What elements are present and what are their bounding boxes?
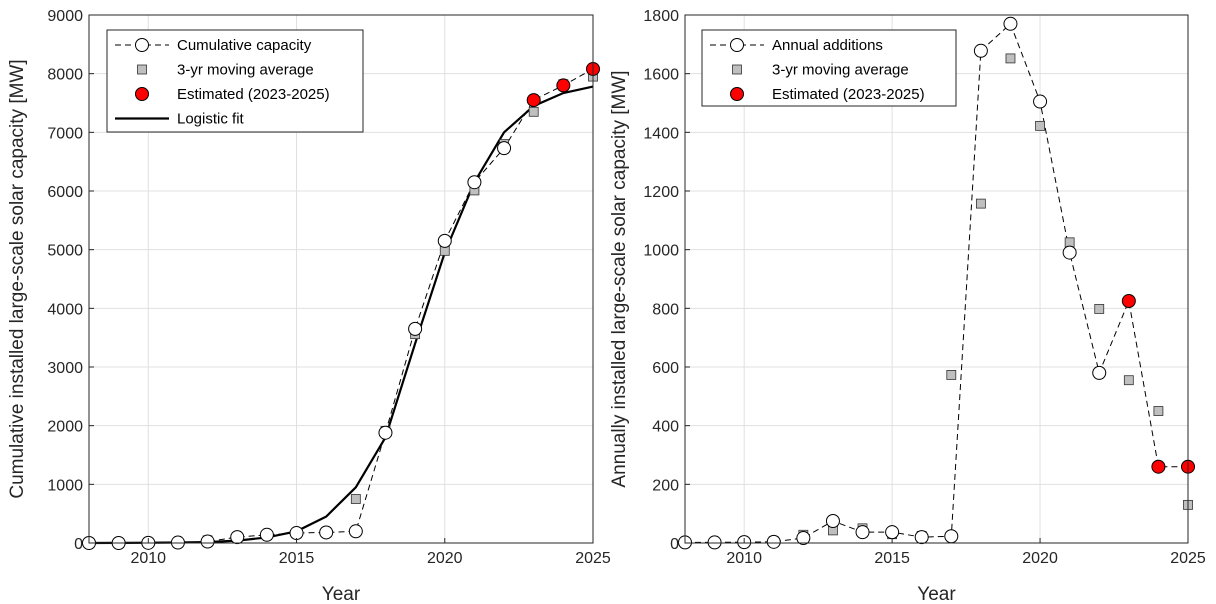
moving-average-point xyxy=(528,106,539,117)
data-point xyxy=(408,321,423,336)
y-tick-label: 800 xyxy=(652,301,679,318)
logistic-fit-line xyxy=(88,85,594,545)
y-tick-label: 5000 xyxy=(47,243,83,260)
legend-label: 3-yr moving average xyxy=(772,62,909,79)
y-tick-label: 0 xyxy=(670,536,679,553)
moving-average-point xyxy=(1094,304,1105,314)
data-point xyxy=(319,525,334,540)
x-tick-label: 2025 xyxy=(575,550,611,567)
legend-square-swatch xyxy=(137,64,147,75)
moving-average-point xyxy=(975,198,986,209)
data-point xyxy=(707,535,722,550)
data-point xyxy=(437,233,452,248)
legend-box xyxy=(701,29,957,107)
moving-average-point xyxy=(946,370,957,380)
plot-frame xyxy=(88,14,594,544)
y-tick-label: 1400 xyxy=(643,125,679,142)
x-tick-label: 2020 xyxy=(1022,550,1058,567)
y-tick-label: 8000 xyxy=(47,67,83,84)
data-point xyxy=(1062,245,1077,260)
y-tick-label: 1200 xyxy=(643,184,679,201)
moving-average-point xyxy=(1005,53,1016,64)
y-tick-label: 6000 xyxy=(47,184,83,201)
moving-average-point xyxy=(1153,406,1164,416)
cumulative-capacity-chart: 2010 2015 2020 2025 0 1000 2000 3000 4000 5000 600… xyxy=(7,8,611,604)
y-axis-title: Cumulative installed large-scale solar c… xyxy=(7,59,28,498)
y-tick-label: 4000 xyxy=(47,301,83,318)
x-tick-label: 2020 xyxy=(427,550,463,567)
y-tick-label: 1000 xyxy=(643,243,679,260)
legend-label: 3-yr moving average xyxy=(177,62,314,79)
x-tick-label: 2010 xyxy=(130,550,166,567)
legend-red-swatch xyxy=(135,87,149,101)
legend-red-swatch xyxy=(730,87,744,101)
data-point xyxy=(289,526,304,541)
y-tick-label: 9000 xyxy=(47,8,83,25)
data-point xyxy=(259,527,274,542)
legend-label: Logistic fit xyxy=(177,111,245,128)
data-point xyxy=(378,425,393,440)
data-point xyxy=(796,531,811,546)
data-point xyxy=(467,175,482,190)
y-tick-label: 1000 xyxy=(47,477,83,494)
data-point xyxy=(973,43,988,58)
data-point xyxy=(497,141,512,156)
data-point xyxy=(885,525,900,540)
moving-average-point xyxy=(1064,237,1075,248)
data-point xyxy=(348,524,363,539)
data-point xyxy=(944,529,959,544)
moving-average-point xyxy=(1123,375,1134,386)
y-tick-label: 0 xyxy=(74,536,83,553)
legend-box xyxy=(106,29,364,133)
annual-additions-chart: 2010 2015 2020 2025 0 200 400 600 800 1000 1200 140… xyxy=(609,8,1206,604)
moving-average-point xyxy=(1035,120,1045,131)
y-tick-label: 3000 xyxy=(47,360,83,377)
data-point xyxy=(914,530,929,545)
x-tick-label: 2025 xyxy=(1170,550,1206,567)
data-point xyxy=(1003,16,1018,31)
y-tick-label: 400 xyxy=(652,419,679,436)
dashed-series-line xyxy=(89,68,594,544)
data-point xyxy=(1092,365,1107,380)
legend-label: Annual additions xyxy=(772,37,883,54)
legend-label: Estimated (2023-2025) xyxy=(772,86,925,103)
data-point xyxy=(1033,94,1048,109)
y-tick-label: 600 xyxy=(652,360,679,377)
y-tick-label: 200 xyxy=(652,477,679,494)
data-point xyxy=(200,534,215,549)
estimated-point xyxy=(1121,294,1136,308)
x-tick-label: 2010 xyxy=(726,550,762,567)
y-axis-title: Annually installed large-scale solar cap… xyxy=(609,70,630,487)
legend-label: Estimated (2023-2025) xyxy=(177,86,330,103)
data-point xyxy=(230,530,245,545)
estimated-point xyxy=(556,78,571,93)
y-tick-label: 7000 xyxy=(47,125,83,142)
legend-circle-swatch xyxy=(135,38,149,52)
legend: Cumulative capacity 3-yr moving average Es… xyxy=(106,29,364,133)
estimated-point xyxy=(526,93,541,108)
legend-square-swatch xyxy=(732,64,742,75)
moving-average-point xyxy=(350,494,361,504)
x-axis-title: Year xyxy=(917,584,956,604)
legend-circle-swatch xyxy=(730,38,744,52)
plot-frame xyxy=(684,14,1189,544)
legend-label: Cumulative capacity xyxy=(177,37,312,54)
estimated-point xyxy=(1151,459,1166,474)
y-tick-label: 1600 xyxy=(643,67,679,84)
legend: Annual additions 3-yr moving average Estim… xyxy=(701,29,957,107)
y-tick-label: 2000 xyxy=(47,419,83,436)
data-point xyxy=(855,525,870,540)
x-tick-label: 2015 xyxy=(279,550,315,567)
data-point xyxy=(766,534,781,549)
x-tick-label: 2015 xyxy=(874,550,910,567)
x-axis-title: Year xyxy=(322,584,361,604)
y-tick-label: 1800 xyxy=(643,8,679,25)
data-point xyxy=(825,514,840,528)
